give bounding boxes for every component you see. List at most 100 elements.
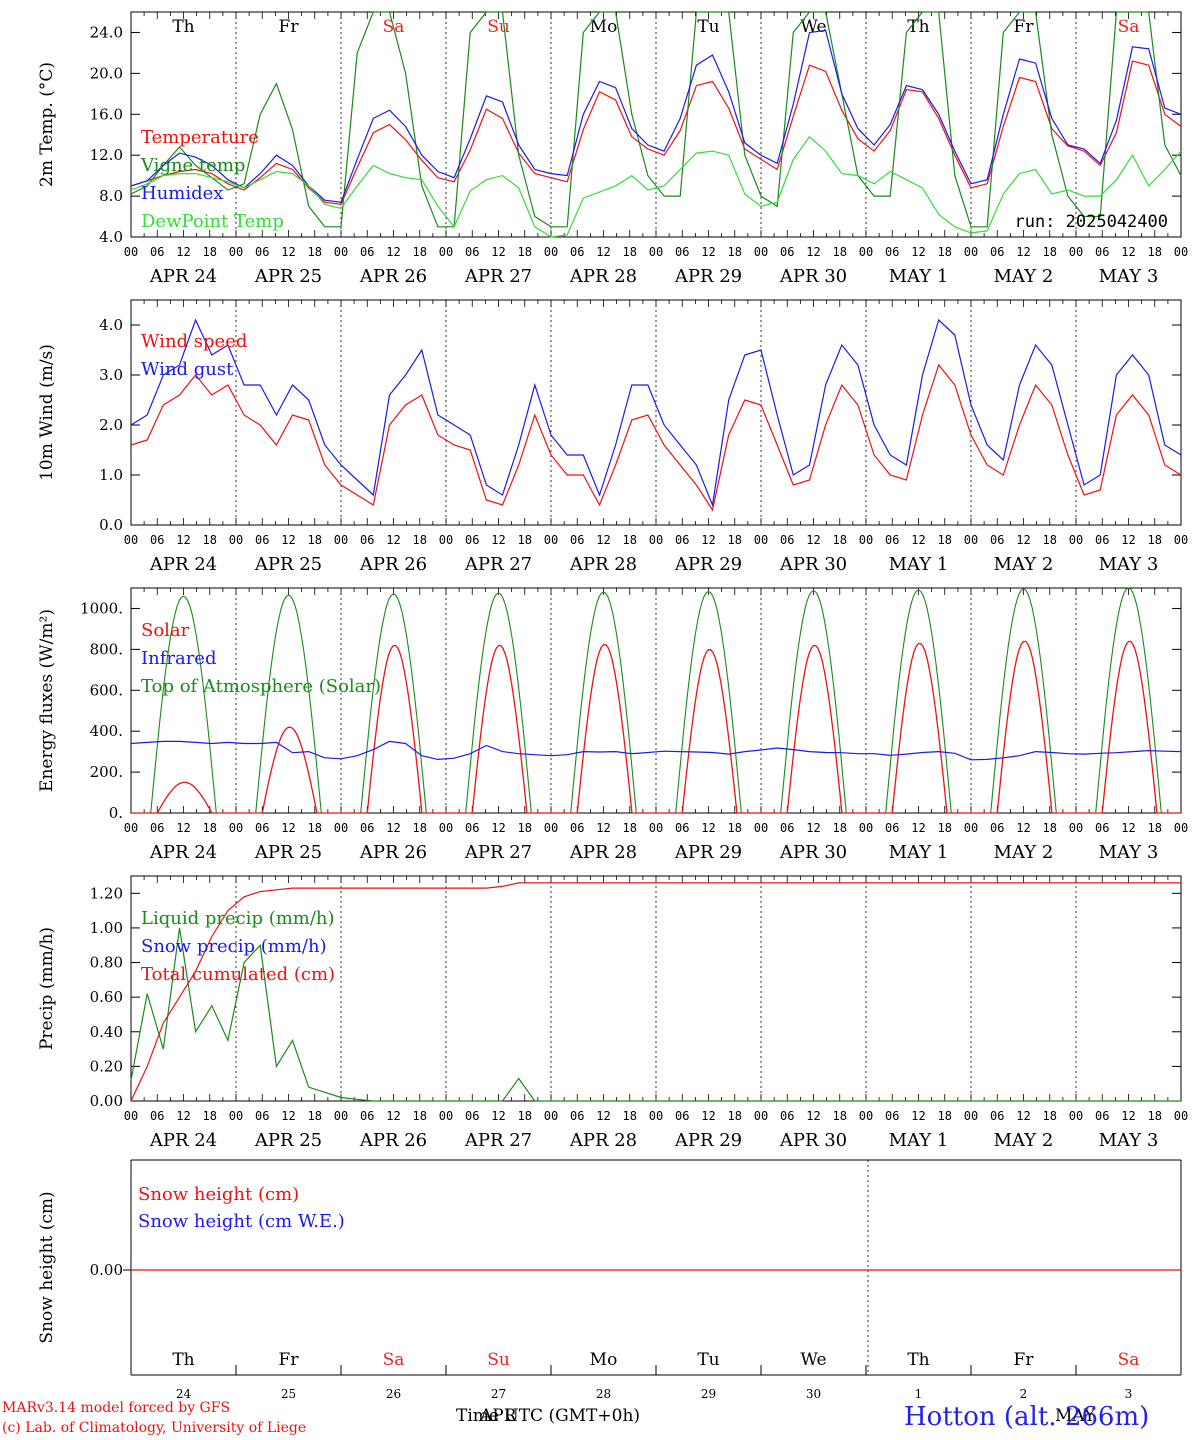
- legend-entry: Wind gust: [141, 359, 234, 380]
- hour-tick-label: 00: [649, 245, 663, 259]
- hour-tick-label: 00: [229, 245, 243, 259]
- day-label: MAY 2: [994, 554, 1054, 575]
- day-label: MAY 3: [1099, 842, 1159, 863]
- hour-tick-label: 18: [728, 245, 742, 259]
- hour-tick-label: 06: [885, 245, 899, 259]
- day-label: APR 27: [464, 266, 532, 287]
- legend-entry: Total cumulated (cm): [141, 964, 335, 985]
- hour-tick-label: 12: [911, 1109, 925, 1123]
- day-label: APR 26: [359, 554, 427, 575]
- hour-tick-label: 06: [885, 533, 899, 547]
- hour-tick-label: 06: [780, 533, 794, 547]
- series-total-cumulated-cm-: [130, 882, 1181, 1102]
- hour-tick-label: 00: [859, 245, 873, 259]
- y-axis-label: 2m Temp. (°C): [37, 62, 57, 187]
- hour-tick-label: 12: [491, 821, 505, 835]
- weekday-label: Mo: [590, 17, 618, 37]
- hour-tick-label: 12: [281, 821, 295, 835]
- x-axis-label: Time UTC (GMT+0h): [456, 1406, 641, 1426]
- hour-tick-label: 00: [1069, 245, 1083, 259]
- hour-tick-label: 06: [465, 533, 479, 547]
- series-dewpoint-temp: [130, 135, 1182, 238]
- y-axis-label: Precip (mm/h): [37, 927, 57, 1050]
- hour-tick-label: 06: [675, 1109, 689, 1123]
- hour-tick-label: 18: [833, 1109, 847, 1123]
- hour-tick-label: 12: [1121, 245, 1135, 259]
- hour-tick-label: 00: [544, 821, 558, 835]
- hour-tick-label: 12: [1016, 821, 1030, 835]
- day-label: APR 29: [674, 554, 742, 575]
- hour-tick-label: 18: [518, 1109, 532, 1123]
- month-overlap-apr: APR: [480, 1406, 517, 1426]
- weekday-label: Fr: [1014, 1350, 1035, 1370]
- day-label: MAY 1: [889, 1130, 949, 1151]
- y-tick-label: 200.: [90, 763, 123, 781]
- y-tick-label: 16.0: [90, 105, 123, 123]
- hour-tick-label: 18: [308, 821, 322, 835]
- hour-tick-label: 00: [439, 1109, 453, 1123]
- hour-tick-label: 18: [203, 533, 217, 547]
- hour-tick-label: 00: [334, 1109, 348, 1123]
- hour-tick-label: 00: [229, 1109, 243, 1123]
- y-tick-label: 0.20: [90, 1057, 123, 1075]
- hour-tick-label: 00: [229, 533, 243, 547]
- hour-tick-label: 06: [675, 821, 689, 835]
- hour-tick-label: 18: [413, 1109, 427, 1123]
- day-label: MAY 2: [994, 1130, 1054, 1151]
- day-label: MAY 1: [889, 842, 949, 863]
- series-wind-speed: [130, 363, 1182, 512]
- hour-tick-label: 18: [413, 533, 427, 547]
- hour-tick-label: 00: [1069, 533, 1083, 547]
- legend-entry: Temperature: [141, 127, 259, 148]
- hour-tick-label: 00: [1069, 1109, 1083, 1123]
- hour-tick-label: 18: [203, 821, 217, 835]
- hour-tick-label: 00: [439, 245, 453, 259]
- hour-tick-label: 12: [1016, 1109, 1030, 1123]
- hour-tick-label: 12: [596, 1109, 610, 1123]
- hour-tick-label: 00: [1174, 245, 1188, 259]
- day-number: 2: [1020, 1387, 1028, 1401]
- y-tick-label: 0.0: [99, 516, 123, 534]
- day-label: APR 26: [359, 1130, 427, 1151]
- weekday-label: Th: [172, 17, 194, 37]
- y-tick-label: 0.00: [90, 1092, 123, 1110]
- hour-tick-label: 12: [176, 821, 190, 835]
- weekday-label: Mo: [590, 1350, 618, 1370]
- weekday-label: Su: [487, 17, 510, 37]
- hour-tick-label: 06: [675, 533, 689, 547]
- hour-tick-label: 12: [1016, 245, 1030, 259]
- hour-tick-label: 06: [465, 245, 479, 259]
- hour-tick-label: 12: [386, 1109, 400, 1123]
- hour-tick-label: 06: [885, 1109, 899, 1123]
- y-tick-label: 600.: [90, 681, 123, 699]
- day-number: 25: [281, 1387, 296, 1401]
- y-tick-label: 1.20: [90, 884, 123, 902]
- hour-tick-label: 06: [570, 821, 584, 835]
- hour-tick-label: 18: [938, 821, 952, 835]
- hour-tick-label: 06: [570, 1109, 584, 1123]
- day-number: 28: [596, 1387, 611, 1401]
- hour-tick-label: 00: [649, 533, 663, 547]
- day-label: APR 29: [674, 1130, 742, 1151]
- hour-tick-label: 18: [728, 1109, 742, 1123]
- day-label: MAY 3: [1099, 266, 1159, 287]
- day-label: APR 27: [464, 554, 532, 575]
- day-label: APR 30: [779, 1130, 847, 1151]
- day-label: APR 30: [779, 842, 847, 863]
- y-tick-label: 3.0: [99, 366, 123, 384]
- day-label: MAY 3: [1099, 1130, 1159, 1151]
- hour-tick-label: 18: [308, 533, 322, 547]
- hour-tick-label: 18: [308, 1109, 322, 1123]
- run-label: run: 2025042400: [1014, 212, 1168, 232]
- weekday-label: We: [800, 1350, 826, 1370]
- hour-tick-label: 00: [544, 1109, 558, 1123]
- weekday-label: Th: [907, 17, 929, 37]
- day-label: APR 26: [359, 842, 427, 863]
- hour-tick-label: 06: [465, 821, 479, 835]
- y-tick-label: 20.0: [90, 64, 123, 82]
- y-tick-label: 0.: [109, 804, 123, 822]
- hour-tick-label: 00: [124, 245, 138, 259]
- hour-tick-label: 00: [544, 533, 558, 547]
- hour-tick-label: 12: [281, 245, 295, 259]
- day-label: MAY 2: [994, 842, 1054, 863]
